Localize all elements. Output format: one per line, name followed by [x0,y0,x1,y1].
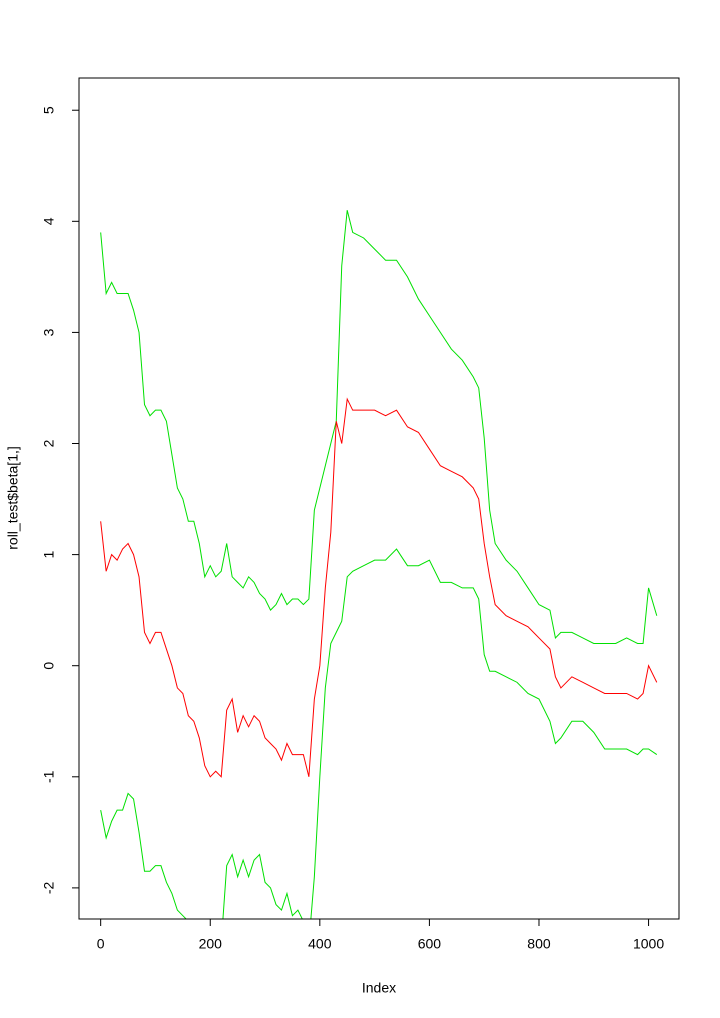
x-tick-label: 600 [418,936,442,952]
y-tick-label: 1 [41,551,57,559]
series-line [100,397,658,778]
y-tick-label: 5 [41,106,57,114]
x-axis-title: Index [362,980,396,996]
x-tick-label: 1000 [633,936,664,952]
series-line [100,548,658,919]
x-tick-label: 400 [308,936,332,952]
y-tick-label: 2 [41,439,57,447]
x-tick-label: 800 [527,936,551,952]
y-tick-label: 4 [41,217,57,225]
x-tick-label: 200 [199,936,223,952]
y-tick-label: 3 [41,328,57,336]
plot-area [100,210,658,919]
y-axis-title: roll_test$beta[1,] [5,446,21,550]
y-tick-label: 0 [41,662,57,670]
plot-frame [78,77,680,920]
x-tick-label: 0 [97,936,105,952]
y-tick-label: -2 [41,881,57,894]
series-line [100,210,658,644]
y-tick-label: -1 [41,770,57,783]
